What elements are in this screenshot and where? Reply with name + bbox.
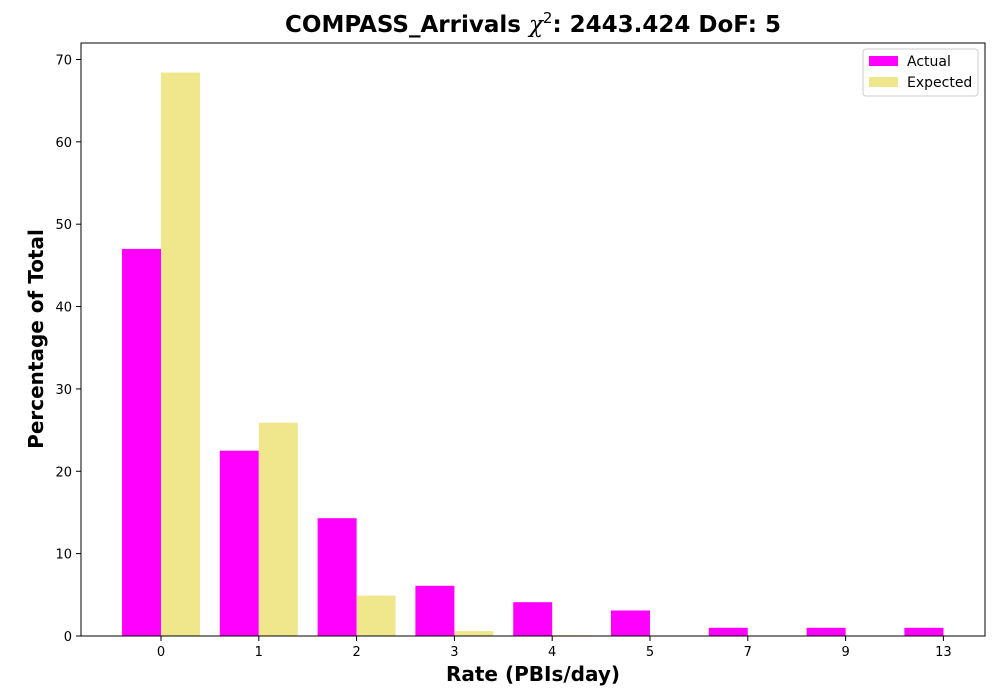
bar-actual-1 bbox=[219, 450, 259, 636]
bar-actual-9 bbox=[806, 627, 846, 636]
bar-actual-5 bbox=[611, 610, 650, 636]
x-tick-label: 0 bbox=[157, 645, 165, 660]
y-tick-label: 10 bbox=[55, 548, 72, 563]
bar-actual-7 bbox=[708, 627, 748, 636]
legend-label-actual: Actual bbox=[907, 54, 951, 70]
bar-expected-3 bbox=[454, 631, 494, 636]
legend-label-expected: Expected bbox=[907, 75, 972, 91]
legend-swatch-actual bbox=[869, 56, 898, 66]
x-tick-label: 4 bbox=[548, 645, 556, 660]
chart-title: COMPASS_Arrivals χ2: 2443.424 DoF: 5 bbox=[285, 9, 781, 38]
x-tick-label: 3 bbox=[450, 645, 458, 660]
legend: Actual Expected bbox=[862, 48, 979, 97]
x-tick-label: 2 bbox=[352, 645, 360, 660]
y-tick-label: 0 bbox=[64, 630, 72, 645]
y-tick-label: 20 bbox=[55, 465, 72, 480]
x-tick-label: 5 bbox=[646, 645, 654, 660]
y-tick-label: 70 bbox=[55, 53, 72, 68]
x-tick-label: 13 bbox=[935, 645, 952, 660]
bar-actual-3 bbox=[415, 585, 455, 636]
bar-expected-2 bbox=[356, 595, 396, 636]
bar-expected-1 bbox=[258, 422, 298, 636]
bars-group bbox=[122, 72, 944, 637]
y-tick-label: 40 bbox=[55, 301, 72, 316]
legend-swatch-expected bbox=[869, 77, 898, 87]
bar-actual-4 bbox=[513, 602, 553, 636]
x-tick-label: 1 bbox=[255, 645, 263, 660]
y-tick-label: 30 bbox=[55, 383, 72, 398]
y-axis-ticks: 0 10 20 30 40 50 60 70 bbox=[55, 53, 81, 645]
x-tick-label: 9 bbox=[841, 645, 849, 660]
bar-expected-0 bbox=[161, 72, 200, 637]
bar-actual-2 bbox=[317, 518, 357, 636]
y-tick-label: 60 bbox=[55, 136, 72, 151]
bar-actual-13 bbox=[904, 627, 944, 636]
x-axis-ticks: 0 1 2 3 4 5 7 9 13 bbox=[157, 636, 952, 660]
bar-actual-0 bbox=[122, 248, 161, 636]
x-tick-label: 7 bbox=[744, 645, 752, 660]
plot-frame bbox=[80, 42, 986, 637]
x-axis-label: Rate (PBIs/day) bbox=[446, 662, 620, 686]
y-tick-label: 50 bbox=[55, 218, 72, 233]
y-axis-label: Percentage of Total bbox=[24, 229, 48, 449]
